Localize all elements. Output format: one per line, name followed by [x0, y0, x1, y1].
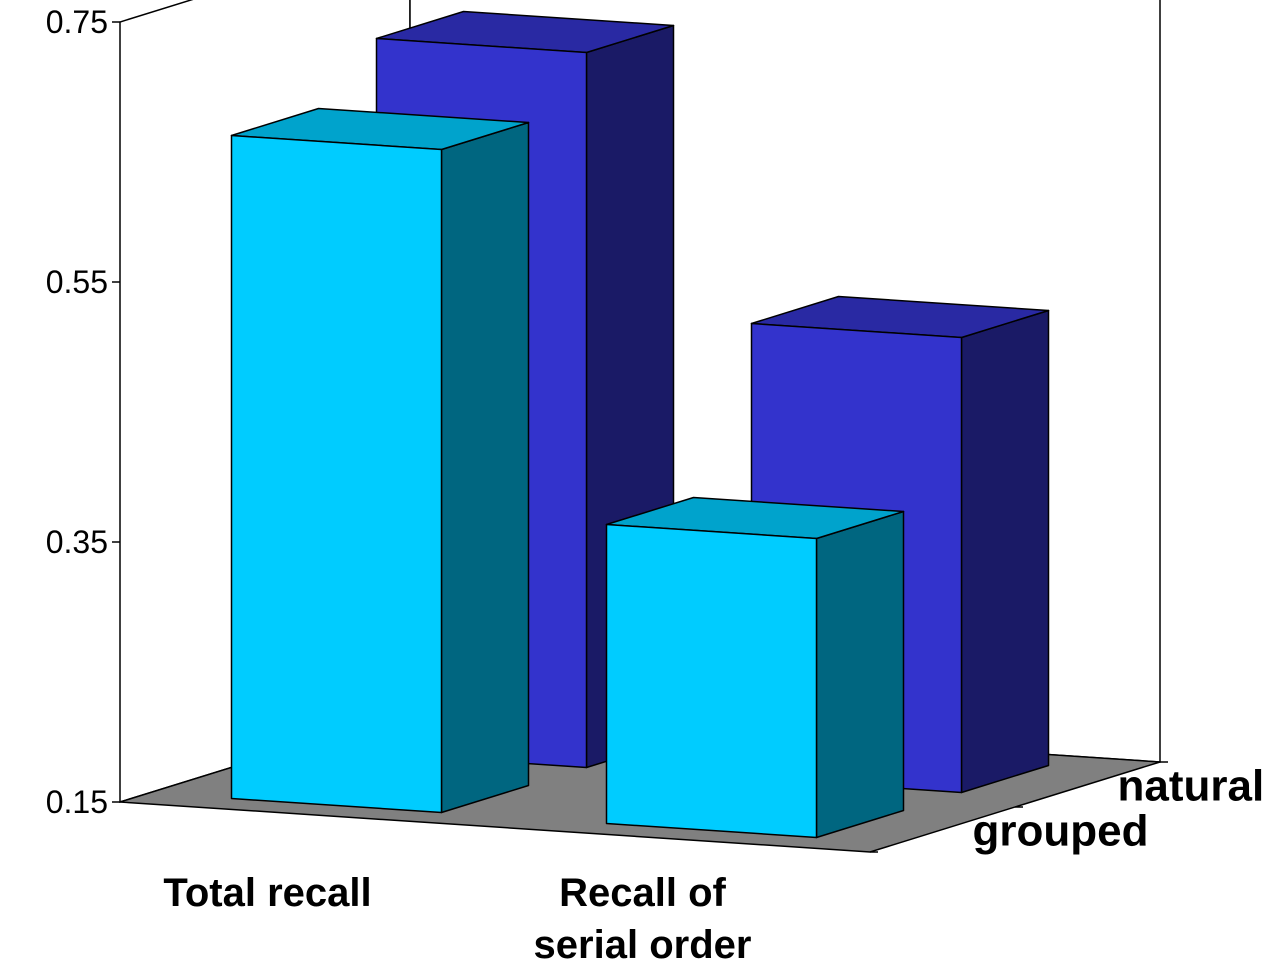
category-label-recall-of-serial-order: Recall of serial order [534, 871, 752, 967]
category-label-line: Total recall [163, 871, 371, 915]
x-axis-labels: Total recall Recall of serial order [163, 871, 751, 967]
bars [230, 10, 1050, 839]
bar-front-face [230, 134, 443, 814]
y-tick-label: 0.15 [46, 784, 108, 820]
bar-grouped-1 [605, 496, 905, 839]
series-label-grouped: grouped [973, 807, 1149, 856]
category-label-total-recall: Total recall [163, 871, 371, 915]
category-label-line: Recall of [559, 871, 726, 915]
y-tick-label: 0.35 [46, 524, 108, 560]
bar-side-face [960, 309, 1050, 794]
y-tick-label: 0.55 [46, 264, 108, 300]
bar-front-face [605, 523, 818, 839]
series-label-natural: natural [1118, 762, 1265, 811]
y-axis-ticks: 0.15 0.35 0.55 0.75 [46, 4, 120, 820]
bar-grouped-0 [230, 107, 530, 814]
bar-side-face [815, 510, 905, 839]
bar-side-face [440, 121, 530, 814]
y-tick-label: 0.75 [46, 4, 108, 40]
category-label-line: serial order [534, 923, 752, 967]
